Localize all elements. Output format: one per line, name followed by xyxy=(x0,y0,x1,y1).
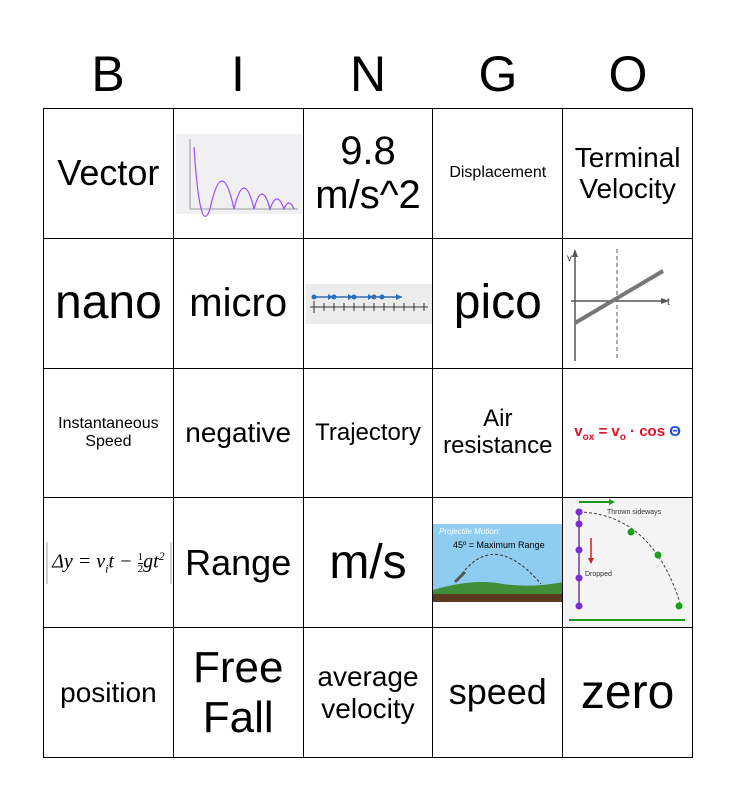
cell-text: Free Fall xyxy=(192,643,284,742)
velocity-time-graph: v t xyxy=(567,248,670,361)
header-letter: I xyxy=(231,46,245,102)
formula-part: 1 xyxy=(137,550,144,564)
cell-text: Vector xyxy=(57,152,160,194)
formula-part: Θ xyxy=(669,422,681,440)
axis-label: v xyxy=(567,253,572,264)
axis-label: t xyxy=(667,297,670,308)
formula-part: i xyxy=(105,561,109,576)
cell-text: Air resistance xyxy=(443,405,553,459)
formula-part: o xyxy=(619,431,626,443)
formula-part: 2 xyxy=(158,548,165,563)
cell: 9.8 m/s^2 xyxy=(303,109,434,239)
cell-text: Terminal Velocity xyxy=(574,142,681,205)
number-line xyxy=(305,283,432,324)
cell xyxy=(303,238,434,369)
formula-part: = v xyxy=(594,422,620,440)
cell: Air resistance xyxy=(433,368,564,499)
formula-part: gt xyxy=(143,550,159,573)
cell-text: average velocity xyxy=(317,661,419,724)
formula: Δy = vit − 1 2 gt2 xyxy=(52,549,164,577)
cell-text: Displacement xyxy=(449,164,547,182)
formula-part: ox xyxy=(582,431,595,443)
cell xyxy=(173,109,304,239)
cell: position xyxy=(44,628,174,758)
bingo-grid: Vector 9.8 m/s^2 Displacement Terminal V… xyxy=(43,108,693,758)
cell: m/s xyxy=(303,498,434,629)
formula-part: t − xyxy=(108,550,138,573)
cell: pico xyxy=(433,238,564,369)
cell-text: Range xyxy=(185,541,292,583)
cell: zero xyxy=(563,628,693,758)
cell: nano xyxy=(44,238,174,369)
formula-part: Δy = v xyxy=(52,550,106,573)
cell: average velocity xyxy=(303,628,434,758)
header-letter: N xyxy=(349,46,387,102)
formula-part: 2 xyxy=(137,562,144,575)
image-label: 45º = Maximum Range xyxy=(453,540,545,550)
cell-text: negative xyxy=(185,417,292,449)
cell: Range xyxy=(173,498,304,629)
formula-part: v xyxy=(574,422,583,440)
cell: Thrown sideways Dropped xyxy=(563,498,693,629)
cell: Trajectory xyxy=(303,368,434,499)
header-letter: B xyxy=(91,46,125,102)
cell-text: position xyxy=(60,676,157,708)
cell-text: pico xyxy=(453,276,542,330)
header-letter: G xyxy=(478,46,518,102)
cell: Δy = vit − 1 2 gt2 xyxy=(44,498,174,629)
cell-text: zero xyxy=(580,665,675,719)
cell-text: micro xyxy=(189,280,288,325)
cell-text: Instantaneous Speed xyxy=(58,415,159,450)
cell: Instantaneous Speed xyxy=(44,368,174,499)
cell-text: m/s xyxy=(329,535,407,589)
bounce-graph xyxy=(175,134,302,217)
cell: speed xyxy=(433,628,564,758)
cell-text: speed xyxy=(448,671,547,713)
image-label: Dropped xyxy=(585,571,612,578)
formula-part: · cos xyxy=(625,422,670,440)
cell: negative xyxy=(173,368,304,499)
projectile-image: Projectile Motion: 45º = Maximum Range xyxy=(433,524,563,603)
cell: Terminal Velocity xyxy=(563,109,693,239)
cell: micro xyxy=(173,238,304,369)
cell-text: nano xyxy=(55,276,162,330)
header-letter: O xyxy=(608,46,648,102)
cell-text: 9.8 m/s^2 xyxy=(315,128,421,218)
thrown-sideways-image: Thrown sideways Dropped xyxy=(563,498,693,628)
cell: Free Fall xyxy=(173,628,304,758)
image-label: Thrown sideways xyxy=(607,509,662,516)
cell: Displacement xyxy=(433,109,564,239)
cell: vox = vo · cos Θ xyxy=(563,368,693,499)
formula-frame xyxy=(46,542,172,585)
image-label: Projectile Motion: xyxy=(439,527,500,536)
cell-text: Trajectory xyxy=(315,418,421,446)
cell: v t xyxy=(563,238,693,369)
formula: vox = vo · cos Θ xyxy=(574,423,681,443)
cell: Projectile Motion: 45º = Maximum Range xyxy=(433,498,564,629)
cell: Vector xyxy=(44,109,174,239)
